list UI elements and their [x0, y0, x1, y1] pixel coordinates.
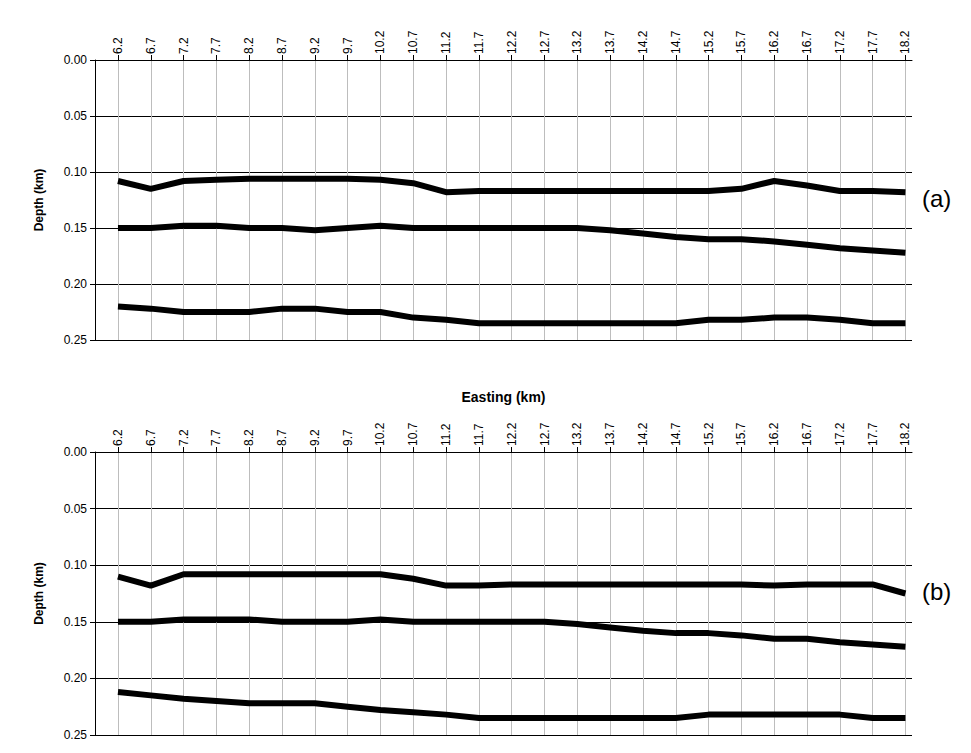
svg-text:0.10: 0.10	[64, 165, 88, 179]
svg-text:0.10: 0.10	[64, 558, 88, 572]
svg-text:13.2: 13.2	[570, 422, 584, 446]
svg-text:13.7: 13.7	[603, 422, 617, 446]
svg-text:(b): (b)	[922, 578, 951, 605]
svg-text:7.2: 7.2	[177, 37, 191, 54]
svg-text:7.2: 7.2	[177, 429, 191, 446]
svg-text:12.2: 12.2	[505, 422, 519, 446]
svg-text:12.7: 12.7	[538, 422, 552, 446]
svg-text:11.2: 11.2	[439, 31, 453, 54]
svg-text:16.7: 16.7	[800, 30, 814, 54]
svg-text:16.2: 16.2	[767, 422, 781, 446]
svg-text:15.2: 15.2	[702, 422, 716, 446]
svg-text:17.7: 17.7	[866, 422, 880, 446]
svg-text:0.20: 0.20	[64, 277, 88, 291]
svg-text:0.00: 0.00	[64, 445, 88, 459]
svg-text:9.7: 9.7	[341, 429, 355, 446]
svg-text:14.7: 14.7	[669, 422, 683, 446]
svg-text:10.7: 10.7	[406, 30, 420, 54]
svg-text:Easting (km): Easting (km)	[461, 389, 545, 405]
svg-text:17.2: 17.2	[833, 422, 847, 446]
svg-text:16.7: 16.7	[800, 422, 814, 446]
svg-text:10.2: 10.2	[373, 422, 387, 446]
svg-text:0.20: 0.20	[64, 671, 88, 685]
svg-text:11.7: 11.7	[472, 423, 486, 446]
svg-text:0.05: 0.05	[64, 109, 88, 123]
svg-text:17.7: 17.7	[866, 30, 880, 54]
svg-text:18.2: 18.2	[898, 422, 912, 446]
svg-text:7.7: 7.7	[209, 37, 223, 54]
svg-text:15.2: 15.2	[702, 30, 716, 54]
svg-text:15.7: 15.7	[734, 422, 748, 446]
svg-text:12.7: 12.7	[538, 30, 552, 54]
svg-text:13.7: 13.7	[603, 30, 617, 54]
svg-text:6.2: 6.2	[111, 429, 125, 446]
svg-text:0.15: 0.15	[64, 221, 88, 235]
svg-text:Depth (km): Depth (km)	[32, 562, 46, 625]
svg-text:10.2: 10.2	[373, 30, 387, 54]
svg-text:8.7: 8.7	[275, 37, 289, 54]
svg-text:Depth (km): Depth (km)	[32, 169, 46, 232]
svg-text:6.7: 6.7	[144, 37, 158, 54]
svg-text:11.2: 11.2	[439, 423, 453, 446]
svg-text:0.15: 0.15	[64, 615, 88, 629]
svg-text:10.7: 10.7	[406, 422, 420, 446]
svg-text:8.2: 8.2	[242, 429, 256, 446]
svg-text:14.7: 14.7	[669, 30, 683, 54]
svg-text:6.2: 6.2	[111, 37, 125, 54]
svg-text:14.2: 14.2	[636, 30, 650, 54]
svg-text:8.7: 8.7	[275, 429, 289, 446]
svg-text:0.25: 0.25	[64, 333, 88, 347]
svg-text:14.2: 14.2	[636, 422, 650, 446]
svg-text:9.7: 9.7	[341, 37, 355, 54]
svg-text:0.00: 0.00	[64, 53, 88, 67]
svg-text:9.2: 9.2	[308, 37, 322, 54]
svg-text:0.05: 0.05	[64, 502, 88, 516]
svg-text:17.2: 17.2	[833, 30, 847, 54]
svg-text:16.2: 16.2	[767, 30, 781, 54]
svg-text:7.7: 7.7	[209, 429, 223, 446]
svg-text:(a): (a)	[922, 185, 951, 212]
svg-text:6.7: 6.7	[144, 429, 158, 446]
svg-text:0.25: 0.25	[64, 728, 88, 742]
svg-text:9.2: 9.2	[308, 429, 322, 446]
svg-text:8.2: 8.2	[242, 37, 256, 54]
svg-text:15.7: 15.7	[734, 30, 748, 54]
svg-text:11.7: 11.7	[472, 31, 486, 54]
svg-text:12.2: 12.2	[505, 30, 519, 54]
svg-text:18.2: 18.2	[898, 30, 912, 54]
svg-text:13.2: 13.2	[570, 30, 584, 54]
